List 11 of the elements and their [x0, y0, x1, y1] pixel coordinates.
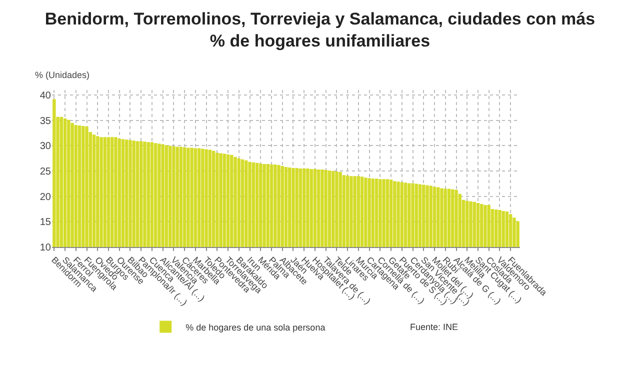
y-tick-label: 30: [40, 141, 52, 152]
y-tick-label: 35: [40, 116, 52, 127]
chart-title: Benidorm, Torremolinos, Torrevieja y Salamanca, ciudades con más % de hogares unifamiliares: [44, 9, 596, 50]
y-tick-label: 10: [40, 242, 52, 254]
y-axis-title: % (Unidades): [35, 70, 90, 80]
y-tick-label: 40: [40, 90, 52, 102]
y-tick-label: 15: [40, 217, 52, 228]
source-note: Fuente: INE: [410, 322, 458, 332]
y-tick-label: 25: [40, 166, 52, 178]
y-tick-label: 20: [40, 192, 52, 203]
legend-label: % de hogares de una sola persona: [186, 322, 326, 332]
